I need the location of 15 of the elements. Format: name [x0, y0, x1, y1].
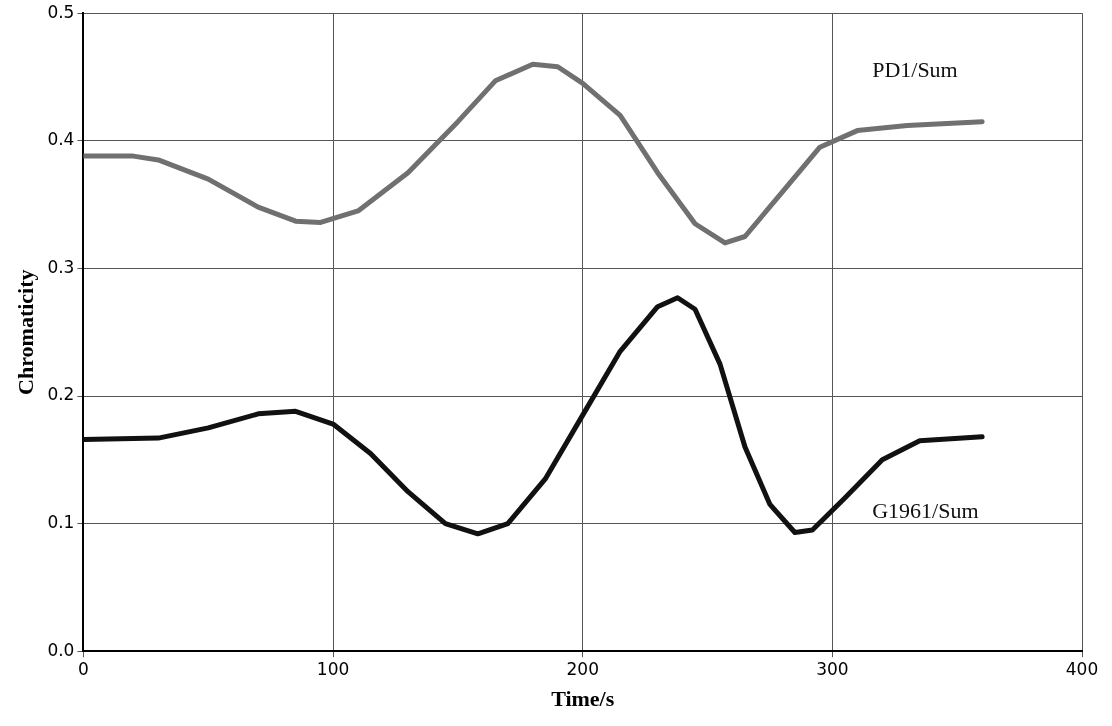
x-tick-label: 0	[78, 658, 89, 679]
y-tick-label: 0.2	[47, 384, 75, 405]
x-tick-label: 200	[566, 658, 599, 679]
y-tick-label: 0.1	[47, 512, 75, 533]
y-tick-label: 0.3	[47, 256, 75, 277]
y-tick-label: 0.5	[47, 1, 75, 22]
y-axis-title: Chromaticity	[12, 269, 38, 395]
x-tick-label: 400	[1065, 658, 1099, 679]
y-tick-label: 0.0	[47, 639, 75, 660]
y-tick-label: 0.4	[47, 129, 75, 150]
series-label: PD1/Sum	[872, 57, 958, 83]
series-label: G1961/Sum	[872, 497, 979, 523]
x-tick-label: 100	[316, 658, 350, 679]
x-tick-label: 300	[816, 658, 849, 679]
x-axis-title: Time/s	[551, 686, 615, 712]
